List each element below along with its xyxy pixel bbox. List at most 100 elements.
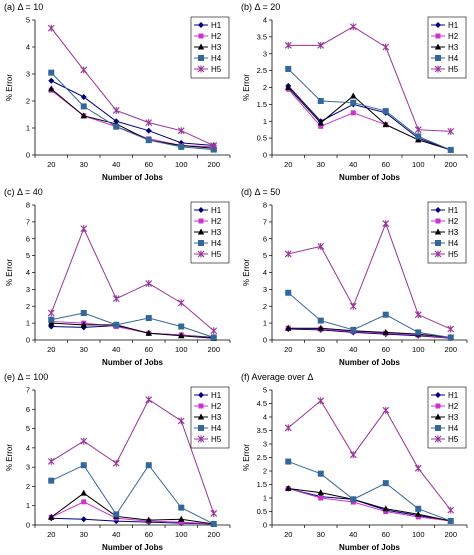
y-axis-label-b: % Error [242, 74, 251, 101]
legend-label-h5-a: H5 [211, 65, 222, 74]
y-tick-label-d: 4 [263, 268, 267, 277]
chart-title-f: (f) Average over Δ [241, 372, 313, 382]
y-tick-label-b: 1.5 [257, 100, 267, 109]
y-tick-label-f: 3.5 [257, 426, 267, 435]
x-tick-label-c: 20 [47, 345, 55, 354]
series-line-h1-b [287, 85, 451, 151]
legend-marker-h4-b [435, 55, 441, 61]
data-point-h4-f [415, 505, 422, 512]
legend-label-h1-c: H1 [211, 206, 222, 215]
legend-label-h2-a: H2 [211, 32, 222, 41]
data-point-h1-e [80, 516, 87, 523]
y-axis-label-d: % Error [242, 259, 251, 286]
y-tick-label-d: 8 [263, 201, 267, 210]
series-line-h3-d [288, 327, 451, 338]
data-point-h5-c [47, 309, 55, 317]
legend-marker-h1-e [198, 392, 204, 398]
data-point-h3-b [350, 92, 357, 99]
legend-label-h1-d: H1 [448, 206, 459, 215]
data-point-h4-a [80, 103, 87, 110]
x-tick-label-e: 20 [47, 530, 55, 539]
x-axis-label-c: Number of Jobs [102, 358, 163, 367]
data-point-h1-a [48, 77, 55, 84]
series-line-h1-d [288, 328, 451, 339]
chart-panel-b: (b) Δ = 20 0 0.5 1 1.5 2 2.5 3 3.5 4 20 30 40 60 100 20… [237, 0, 474, 185]
y-tick-label-f: 4 [263, 413, 267, 422]
y-tick-label-b: 0 [263, 151, 267, 160]
data-point-h5-f [317, 397, 325, 405]
x-tick-label-b: 200 [444, 160, 457, 169]
series-line-h3-b [287, 87, 451, 151]
x-tick-label-e: 100 [175, 530, 188, 539]
y-tick-label-c: 5 [26, 251, 30, 260]
legend-marker-h2-c [198, 218, 204, 224]
legend-marker-h5-b [434, 65, 442, 73]
series-line-h2-d [288, 327, 451, 339]
data-point-h5-c [210, 327, 218, 335]
data-point-h4-f [317, 470, 324, 477]
data-point-h4-f [382, 480, 389, 487]
data-point-h1-e [113, 518, 120, 525]
legend-label-h4-c: H4 [211, 239, 222, 248]
legend-label-h3-b: H3 [448, 43, 459, 52]
legend-label-h3-c: H3 [211, 228, 222, 237]
y-tick-label-b: 2.5 [257, 66, 267, 75]
y-tick-label-a: 4 [26, 43, 30, 52]
legend-label-h3-d: H3 [448, 228, 459, 237]
legend-marker-h1-d [435, 207, 441, 213]
y-tick-label-c: 1 [26, 319, 30, 328]
chart-svg-e: (e) Δ = 100 0 1 2 3 4 5 6 7 20 30 40 60 100 200 Number … [4, 372, 231, 552]
series-line-h5-d [288, 222, 451, 330]
legend-label-h2-b: H2 [448, 32, 459, 41]
y-tick-label-c: 8 [26, 201, 30, 210]
legend-marker-h2-f [435, 403, 441, 409]
series-line-h5-b [288, 26, 451, 132]
data-point-h2-b [318, 123, 324, 129]
legend-marker-h3-f [434, 413, 442, 420]
data-point-h5-d [447, 325, 455, 333]
series-line-h3-e [50, 492, 214, 525]
data-point-h4-c [80, 310, 87, 316]
data-point-h5-d [382, 220, 390, 228]
legend-label-h4-e: H4 [211, 424, 222, 433]
legend-label-h5-f: H5 [448, 435, 459, 444]
y-tick-label-b: 2 [263, 83, 267, 92]
x-axis-label-a: Number of Jobs [102, 173, 163, 182]
legend-marker-h3-c [197, 228, 205, 235]
x-tick-label-b: 20 [284, 160, 292, 169]
series-line-h2-a [50, 89, 214, 148]
data-point-h2-f [318, 495, 324, 501]
data-point-h4-e [113, 511, 120, 518]
data-point-h4-d [350, 326, 357, 333]
x-tick-label-c: 200 [207, 345, 220, 354]
data-point-h5-d [349, 302, 357, 310]
data-point-h3-c [80, 321, 87, 328]
legend-marker-h2-a [198, 33, 204, 39]
data-point-h4-b [285, 65, 292, 72]
data-point-h5-a [210, 142, 218, 150]
legend-marker-h3-e [197, 413, 205, 420]
legend-marker-h5-d [434, 250, 442, 258]
x-tick-label-e: 200 [207, 530, 220, 539]
x-tick-label-d: 30 [317, 345, 325, 354]
y-axis-label-c: % Error [5, 259, 14, 286]
y-tick-label-c: 6 [26, 234, 30, 243]
chart-panel-e: (e) Δ = 100 0 1 2 3 4 5 6 7 20 30 40 60 100 200 Number … [0, 370, 237, 555]
y-tick-label-c: 4 [26, 268, 30, 277]
legend-marker-h5-e [197, 435, 205, 443]
data-point-h3-b [285, 84, 292, 90]
series-line-h5-e [50, 398, 215, 514]
y-tick-label-c: 0 [26, 336, 30, 345]
data-point-h5-a [47, 24, 55, 32]
data-point-h5-a [145, 119, 153, 127]
legend-label-h5-b: H5 [448, 65, 459, 74]
data-point-h3-b [317, 119, 324, 126]
data-point-h5-b [414, 126, 422, 134]
y-tick-label-f: 1 [263, 494, 267, 503]
x-tick-label-e: 60 [145, 530, 153, 539]
data-point-h5-a [80, 66, 88, 74]
data-point-h3-c [178, 332, 185, 339]
chart-svg-b: (b) Δ = 20 0 0.5 1 1.5 2 2.5 3 3.5 4 20 30 40 60 100 20… [241, 2, 468, 182]
data-point-h4-d [415, 329, 422, 336]
x-tick-label-f: 200 [444, 530, 457, 539]
